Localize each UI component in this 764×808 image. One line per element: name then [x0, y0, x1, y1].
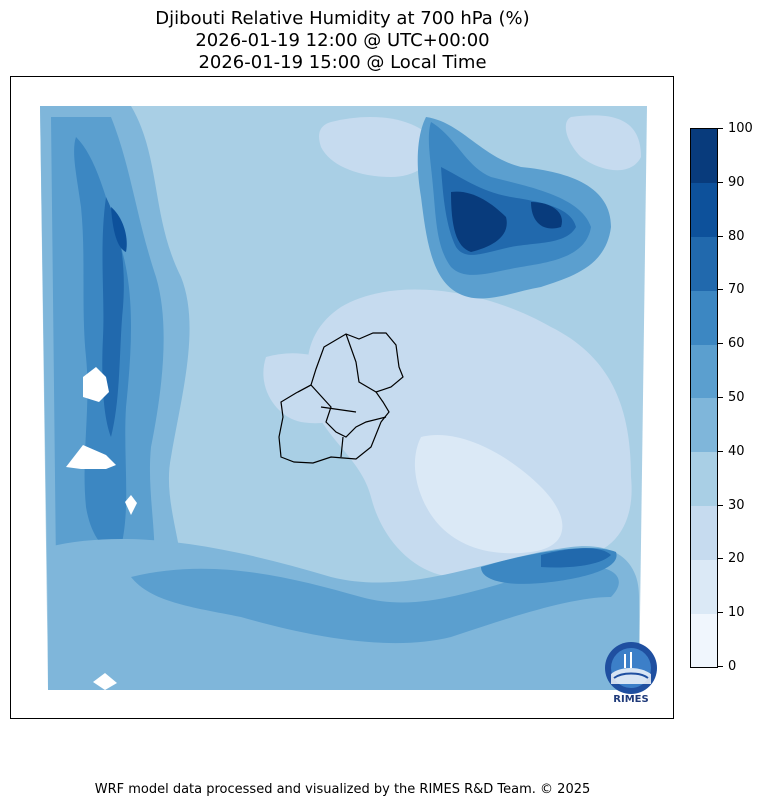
rh-band-20-30-ne — [565, 115, 641, 171]
title-line-3: 2026-01-19 15:00 @ Local Time — [198, 52, 487, 73]
colorbar-tick-label: 70 — [728, 282, 745, 298]
colorbar-tick-label: 40 — [728, 443, 745, 459]
map-title: Djibouti Relative Humidity at 700 hPa (%… — [0, 8, 685, 74]
region-border-2 — [297, 384, 387, 438]
rh-band-70-80-west — [102, 197, 124, 437]
colorbar-segment — [691, 129, 717, 184]
title-line-2: 2026-01-19 12:00 @ UTC+00:00 — [195, 30, 490, 51]
rh-band-50-60-south — [131, 566, 619, 644]
rimes-logo-text: RIMES — [613, 694, 649, 705]
humidity-map — [40, 106, 647, 690]
rh-band-80-90-west — [111, 207, 127, 252]
colorbar-tick — [718, 558, 723, 560]
rh-band-10-20-east — [414, 435, 563, 554]
credit-footer: WRF model data processed and visualized … — [94, 782, 591, 797]
colorbar-tick — [718, 343, 723, 345]
region-border-4 — [320, 406, 357, 413]
rh-missing-4 — [93, 673, 117, 690]
colorbar-tick — [718, 504, 723, 506]
djibouti-borders — [278, 332, 404, 464]
colorbar-segment — [691, 451, 717, 507]
rh-band-90-100-ne — [451, 191, 507, 252]
rh-band-70-80-south — [541, 548, 611, 568]
colorbar-tick — [718, 181, 723, 183]
colorbar-tick — [718, 397, 723, 398]
rimes-logo: RIMES — [600, 640, 662, 708]
map-frame — [10, 76, 674, 719]
rimes-logo-icon — [605, 642, 657, 694]
colorbar: 0 10 20 30 40 50 60 70 80 90 100 — [690, 122, 753, 674]
rh-missing-1 — [83, 367, 109, 402]
colorbar-segment — [691, 344, 717, 399]
rh-band-20-30-north — [319, 117, 434, 177]
colorbar-segment — [691, 290, 717, 345]
region-border-3 — [340, 436, 344, 458]
colorbar-tick — [718, 666, 723, 667]
colorbar-segment — [691, 559, 717, 614]
region-border-1 — [345, 333, 377, 393]
djibouti-outline — [278, 332, 404, 464]
colorbar-tick-label: 100 — [728, 121, 753, 136]
colorbar-segment — [691, 505, 717, 560]
colorbar-tick-label: 20 — [728, 551, 745, 567]
colorbar-tick-label: 80 — [728, 228, 745, 244]
rh-missing-3 — [125, 495, 137, 515]
colorbar-tick-label: 90 — [728, 174, 745, 190]
rh-missing-2 — [66, 445, 116, 469]
colorbar-tick — [718, 235, 723, 237]
colorbar-tick-label: 10 — [728, 605, 745, 621]
colorbar-tick-label: 50 — [728, 390, 745, 405]
colorbar-tick — [718, 128, 723, 129]
colorbar-segment — [691, 236, 717, 291]
colorbar-tick — [718, 612, 723, 614]
rh-band-90-100-ne2 — [531, 202, 562, 229]
colorbar-segment — [691, 398, 717, 453]
colorbar-tick — [718, 289, 723, 291]
colorbar-tick-label: 0 — [728, 659, 737, 674]
colorbar-tick-label: 60 — [728, 336, 745, 352]
colorbar-segment — [691, 182, 717, 238]
title-line-1: Djibouti Relative Humidity at 700 hPa (%… — [155, 8, 530, 29]
colorbar-segment — [691, 613, 717, 668]
colorbar-tick-label: 30 — [728, 497, 745, 513]
colorbar-tick — [718, 450, 723, 452]
colorbar-scale — [690, 128, 718, 668]
